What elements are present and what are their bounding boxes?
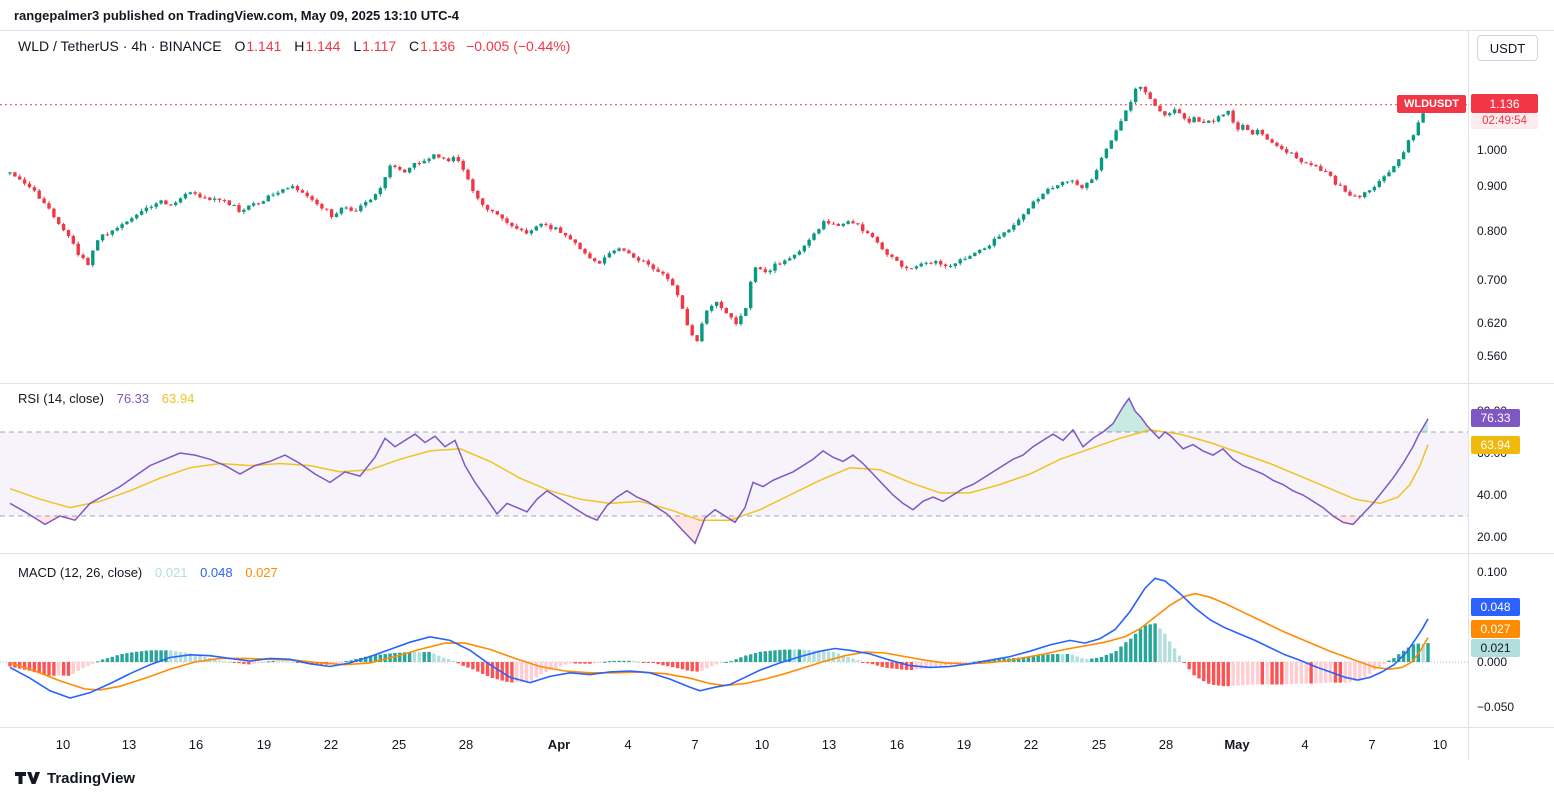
time-axis-divider (0, 727, 1554, 728)
open-value: 1.141 (246, 38, 282, 54)
rsi-panel[interactable] (0, 383, 1468, 553)
rsi-scale-tick: 40.00 (1477, 488, 1508, 502)
tradingview-brand-text: TradingView (47, 769, 136, 787)
time-axis-label: 19 (256, 737, 272, 752)
low-value: 1.117 (362, 38, 397, 54)
macd-panel[interactable] (0, 553, 1468, 727)
time-axis-label: 22 (1023, 737, 1039, 752)
time-axis-label: 10 (55, 737, 71, 752)
macd-scale-tick: −0.050 (1477, 700, 1515, 714)
price-rsi-divider (0, 383, 1554, 384)
high-value: 1.144 (305, 38, 341, 54)
price-chart-panel[interactable] (0, 30, 1468, 383)
time-axis[interactable]: 10 13 16 19 22 25 28 Apr 4 7 10 13 16 19 22 25 28 May 4 7 10 (0, 727, 1554, 762)
price-scale-tick: 0.560 (1477, 349, 1508, 363)
attribution-text: rangepalmer3 published on TradingView.co… (14, 8, 460, 23)
bar-countdown-badge: 02:49:54 (1471, 113, 1538, 129)
macd-hist-legend-value: 0.021 (154, 565, 188, 580)
current-symbol-price-label: WLDUSDT (1397, 95, 1466, 113)
time-axis-label: 28 (1158, 737, 1174, 752)
symbol-legend[interactable]: WLD / TetherUS · 4h · BINANCE O1.141 H1.… (18, 38, 570, 54)
time-axis-label: 7 (691, 737, 699, 752)
close-label: C (409, 38, 420, 54)
price-scale-tick: 0.800 (1477, 224, 1508, 238)
high-label: H (294, 38, 305, 54)
time-axis-label: 13 (121, 737, 137, 752)
current-price-badge: 1.136 (1471, 94, 1538, 113)
rsi-ma-legend-value: 63.94 (161, 391, 195, 406)
time-axis-label: May (1224, 737, 1250, 752)
footer: TradingView (14, 768, 135, 788)
macd-legend[interactable]: MACD (12, 26, close) 0.021 0.048 0.027 (18, 565, 278, 580)
price-scale-tick: 0.620 (1477, 316, 1508, 330)
price-scale-column[interactable]: 1.0000.9000.8000.7000.6200.56080.0060.00… (1469, 30, 1554, 762)
macd-signal-legend-value: 0.027 (245, 565, 278, 580)
symbol-title: WLD / TetherUS · 4h · BINANCE (18, 38, 222, 54)
rsi-macd-divider (0, 553, 1554, 554)
time-axis-label: 22 (323, 737, 339, 752)
time-axis-label: 4 (1301, 737, 1309, 752)
price-scale-tick: 1.000 (1477, 143, 1508, 157)
time-axis-label: 10 (754, 737, 770, 752)
macd-scale-tick: 0.100 (1477, 565, 1508, 579)
close-value: 1.136 (420, 38, 456, 54)
rsi-legend-value: 76.33 (116, 391, 150, 406)
rsi-value-badge: 63.94 (1471, 436, 1520, 454)
time-axis-label: 16 (889, 737, 905, 752)
rsi-value-badge: 76.33 (1471, 409, 1520, 427)
rsi-legend[interactable]: RSI (14, close) 76.33 63.94 (18, 391, 194, 406)
macd-line-legend-value: 0.048 (200, 565, 233, 580)
rsi-scale-tick: 20.00 (1477, 530, 1508, 544)
macd-value-badge: 0.048 (1471, 598, 1520, 616)
open-label: O (234, 38, 246, 54)
time-axis-label: 25 (391, 737, 407, 752)
macd-scale-tick: 0.000 (1477, 655, 1508, 669)
time-axis-label: 19 (956, 737, 972, 752)
macd-legend-title: MACD (12, 26, close) (18, 565, 143, 580)
tradingview-logo-icon (15, 772, 40, 784)
price-scale-tick: 0.900 (1477, 179, 1508, 193)
rsi-legend-title: RSI (14, close) (18, 391, 104, 406)
time-axis-label: 13 (821, 737, 837, 752)
chart-top-divider (0, 30, 1554, 31)
time-axis-label: Apr (547, 737, 571, 752)
price-scale-divider (1468, 30, 1469, 760)
time-axis-label: 4 (624, 737, 632, 752)
price-scale-tick: 0.700 (1477, 273, 1508, 287)
currency-toggle-button[interactable]: USDT (1477, 35, 1538, 61)
time-axis-label: 16 (188, 737, 204, 752)
time-axis-label: 25 (1091, 737, 1107, 752)
macd-value-badge: 0.021 (1471, 639, 1520, 657)
time-axis-label: 7 (1368, 737, 1376, 752)
time-axis-label: 28 (458, 737, 474, 752)
change-value: −0.005 (−0.44%) (466, 38, 571, 54)
low-label: L (353, 38, 362, 54)
time-axis-label: 10 (1432, 737, 1448, 752)
macd-value-badge: 0.027 (1471, 620, 1520, 638)
